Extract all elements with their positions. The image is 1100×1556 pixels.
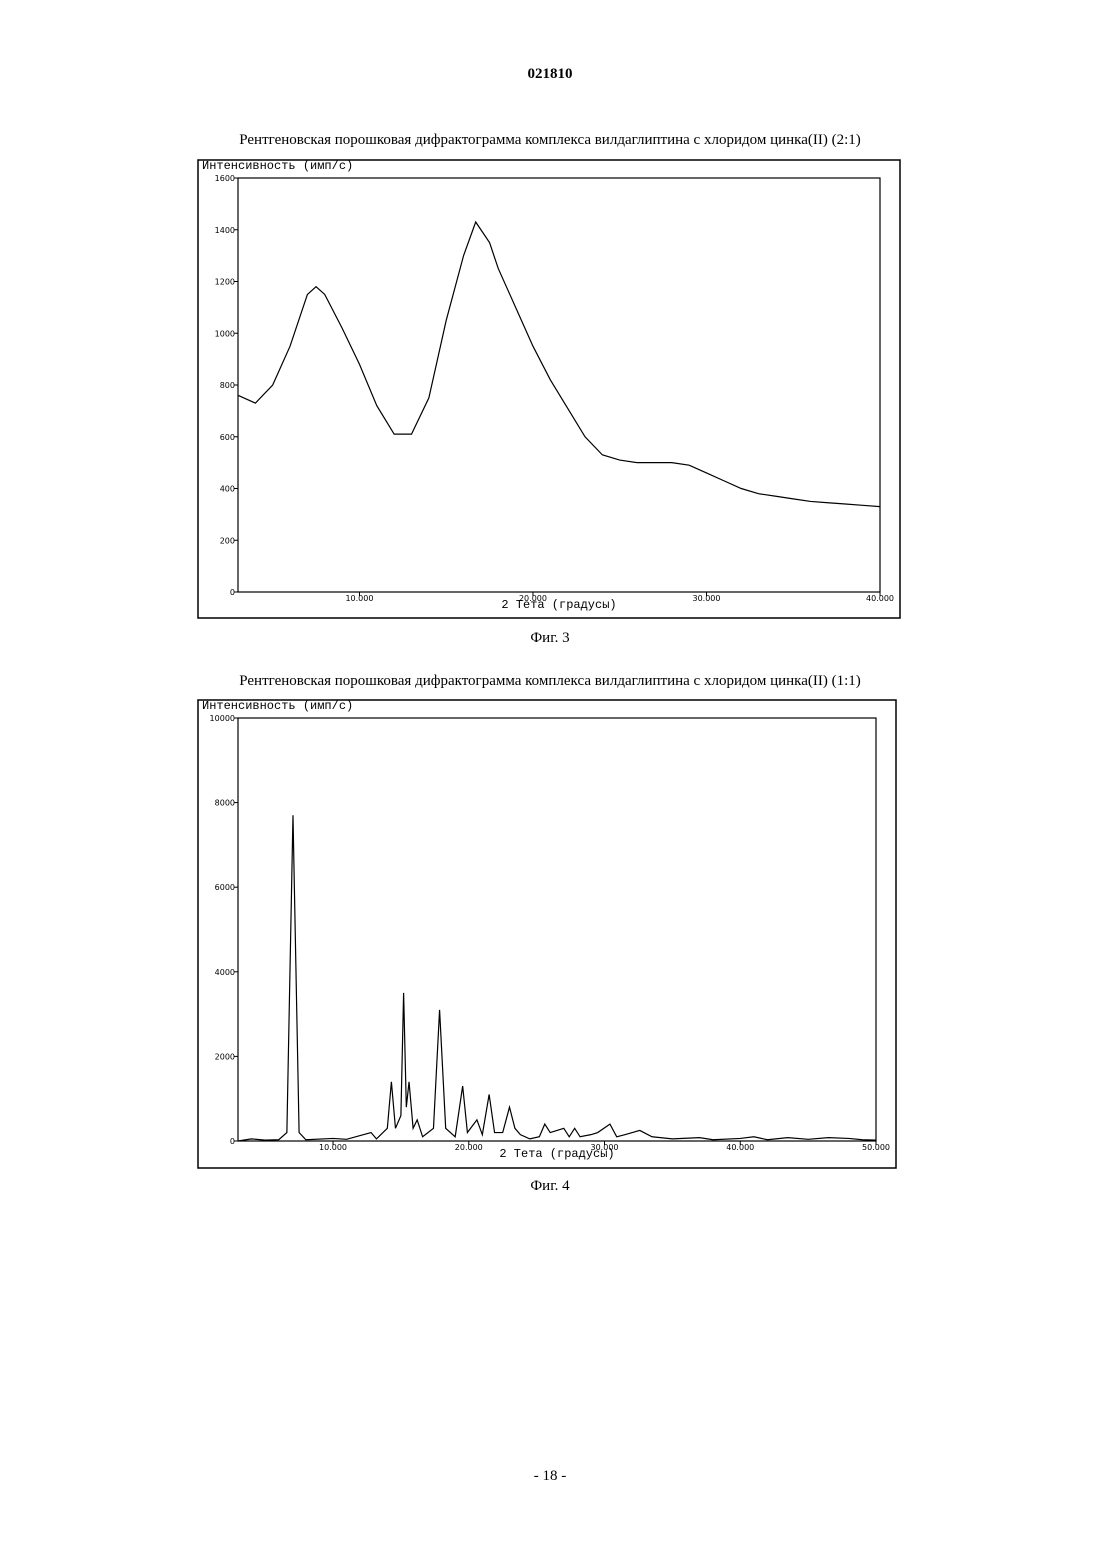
x-tick-label: 30.000: [591, 1143, 619, 1152]
y-tick-label: 4000: [215, 968, 235, 977]
y-tick-label: 2000: [215, 1052, 235, 1061]
y-tick-label: 1000: [215, 329, 235, 338]
x-tick-label: 20.000: [519, 594, 547, 603]
x-tick-label: 40.000: [866, 594, 894, 603]
y-tick-label: 400: [220, 485, 235, 494]
x-tick-label: 10.000: [345, 594, 373, 603]
y-tick-label: 1400: [215, 226, 235, 235]
diffraction-line: [238, 815, 876, 1141]
page: 021810 Рентгеновская порошковая дифракто…: [0, 0, 1100, 1556]
plot-area: [238, 178, 880, 592]
plot-area: [238, 718, 876, 1141]
y-tick-label: 6000: [215, 883, 235, 892]
y-tick-label: 200: [220, 536, 235, 545]
x-tick-label: 20.000: [455, 1143, 483, 1152]
y-tick-label: 1200: [215, 278, 235, 287]
y-tick-label: 1600: [215, 174, 235, 183]
y-tick-label: 0: [230, 588, 235, 597]
y-tick-label: 800: [220, 381, 235, 390]
y-tick-label: 8000: [215, 799, 235, 808]
y-tick-label: 600: [220, 433, 235, 442]
x-tick-label: 10.000: [319, 1143, 347, 1152]
y-axis-label: Интенсивность (имп/с): [202, 159, 353, 173]
y-tick-label: 10000: [210, 714, 235, 723]
y-tick-label: 0: [230, 1137, 235, 1146]
charts: Интенсивность (имп/с)2 Тета (градусы)020…: [0, 0, 1100, 1556]
x-tick-label: 30.000: [692, 594, 720, 603]
x-tick-label: 50.000: [862, 1143, 890, 1152]
diffraction-line: [238, 222, 880, 507]
x-tick-label: 40.000: [726, 1143, 754, 1152]
chart-frame: [198, 160, 900, 618]
chart-frame: [198, 700, 896, 1168]
y-axis-label: Интенсивность (имп/с): [202, 699, 353, 713]
